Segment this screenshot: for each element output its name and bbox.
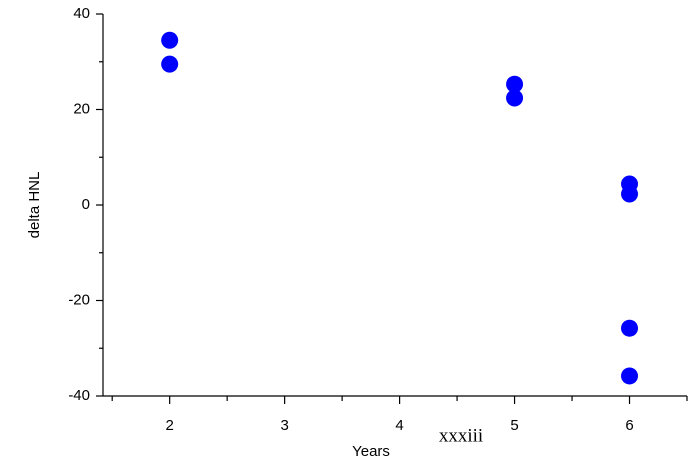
y-tick-label: -40 bbox=[68, 387, 90, 404]
y-tick-label: 40 bbox=[73, 5, 90, 22]
x-axis-label: Years bbox=[352, 443, 390, 460]
x-tick-label: 6 bbox=[625, 417, 633, 434]
x-tick-label: 2 bbox=[166, 417, 174, 434]
x-tick-label: 4 bbox=[395, 417, 403, 434]
y-axis-label: delta HNL bbox=[26, 172, 43, 239]
x-tick-label: 5 bbox=[510, 417, 518, 434]
point bbox=[161, 31, 179, 49]
point bbox=[621, 367, 639, 385]
point bbox=[506, 75, 524, 93]
annotation: xxxiii bbox=[439, 425, 483, 446]
point bbox=[506, 89, 524, 107]
point bbox=[621, 185, 639, 203]
y-tick-label: 0 bbox=[82, 196, 90, 213]
y-tick-label: 20 bbox=[73, 100, 90, 117]
y-tick-label: -20 bbox=[68, 291, 90, 308]
x-tick-label: 3 bbox=[280, 417, 288, 434]
point bbox=[161, 55, 179, 73]
point bbox=[621, 319, 639, 337]
